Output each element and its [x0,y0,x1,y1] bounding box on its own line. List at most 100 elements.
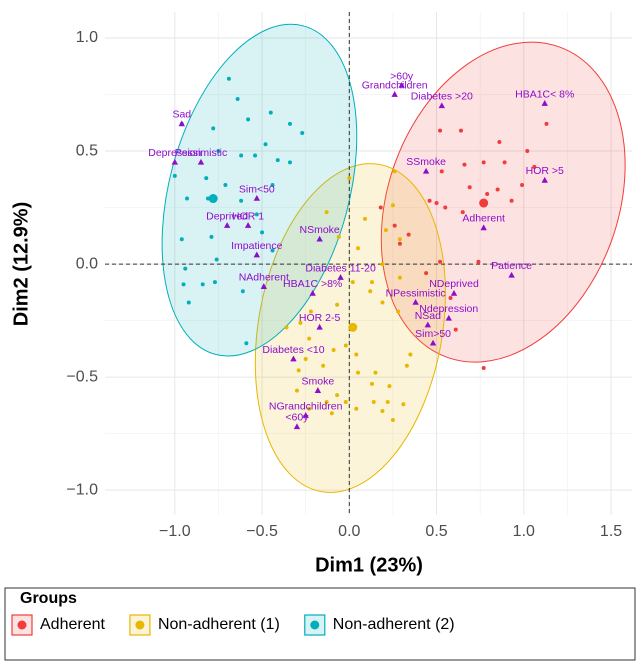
legend-key-dot [17,620,27,630]
category-point [450,289,458,296]
category-label: Sim<50 [239,183,275,195]
point [270,182,275,187]
category-point [438,102,445,109]
category-label: NAdherent [239,271,289,283]
category-label: Diabetes >20 [411,91,473,103]
category-point [293,423,301,430]
category-label: Adherent [462,213,505,225]
point [485,191,490,196]
y-tick-label: 0.5 [76,142,98,159]
category-point [316,323,323,330]
category-label: Deprived [206,210,248,222]
point [383,228,388,233]
category-point [171,158,179,165]
category-point [429,339,437,346]
point [396,309,401,314]
point [392,223,397,228]
point [324,399,329,404]
point [284,325,289,330]
point [390,203,395,208]
point [397,275,402,280]
category-point [422,167,430,174]
point [343,399,348,404]
category-point [253,195,261,201]
point [335,393,340,398]
category-label: NSmoke [300,224,340,236]
category-label: Impatience [231,240,283,252]
category-point [508,271,515,278]
category-label: HOR >5 [526,165,564,177]
x-tick-label: 0.5 [425,523,447,540]
y-tick-label: 1.0 [76,29,98,46]
y-tick-label: −1.0 [66,481,98,498]
legend-key-dot [135,620,145,630]
group-mean [479,198,489,208]
category-label: <60y [285,412,309,424]
point [183,266,188,271]
point [453,327,458,332]
point [185,196,190,201]
point [253,153,258,158]
category-point [424,321,432,328]
category-label: HBA1C< 8% [515,88,574,100]
category-label: Ndepression [419,303,478,315]
point [211,126,216,131]
group-mean [208,194,218,204]
legend-box [4,587,636,661]
point [260,230,265,235]
point [363,216,368,221]
category-point [398,81,405,88]
point [385,399,390,404]
point [438,128,443,133]
category-point [302,412,309,418]
point [335,302,340,307]
category-point [178,120,185,127]
grid [105,12,632,515]
point [287,160,292,165]
category-label: Smoke [302,375,335,387]
point [502,160,507,165]
category-point [223,222,231,228]
category-label: Grandchildren [362,79,428,91]
category-point [316,235,323,242]
category-point [314,387,322,393]
point [356,370,361,375]
point [380,262,385,267]
category-point [260,283,267,289]
point [235,97,240,102]
point [300,130,305,135]
category-point [541,100,548,106]
point [216,149,221,154]
category-label: NPessimistic [386,287,446,299]
x-tick-label: −0.5 [246,523,278,540]
category-label: HBA1C >8% [283,278,342,290]
group-mean [348,322,358,332]
point [509,198,514,203]
point [460,210,465,215]
point [368,289,373,294]
point [270,248,275,253]
category-label: HOR 1 [232,210,264,222]
category-label: SSmoke [406,156,446,168]
category-label: NDeprived [429,278,479,290]
point [369,381,374,386]
point [481,160,486,165]
point [179,237,184,242]
y-tick-label: 0.0 [76,255,98,272]
point [204,176,209,181]
category-label: Patience [491,260,532,272]
point [397,237,402,242]
point [244,341,249,346]
category-point [541,176,548,183]
point [373,370,378,375]
category-label: HOR 2-5 [299,312,341,324]
point [462,162,467,167]
point [458,128,463,133]
category-point [480,224,487,231]
x-tick-label: 1.0 [513,523,535,540]
category-point [290,355,297,362]
point [438,259,443,264]
legend-label: Adherent [40,616,105,633]
point [525,149,530,154]
point [240,289,245,294]
